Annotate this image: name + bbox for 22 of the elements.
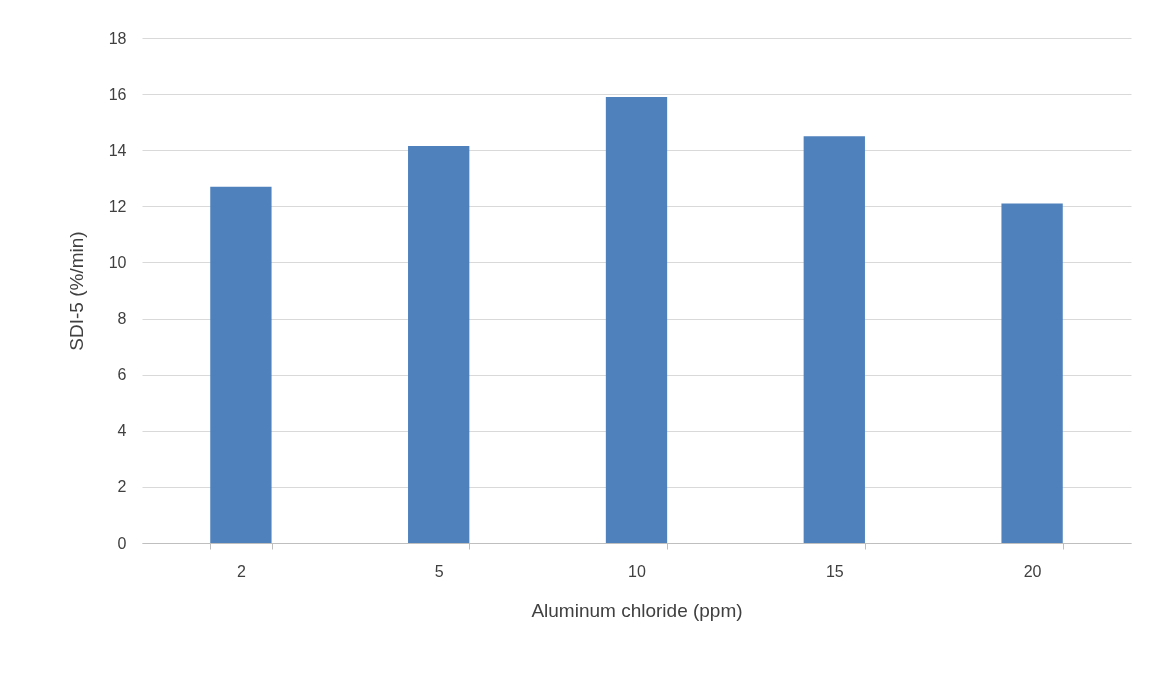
y-tick-label: 18 (108, 29, 127, 47)
y-tick-label: 8 (117, 310, 127, 328)
x-tick-label: 10 (628, 562, 646, 580)
x-tick-label: 2 (236, 562, 246, 580)
y-tick-label: 4 (117, 422, 127, 440)
y-tick-label: 2 (117, 478, 127, 496)
x-tick-label: 15 (825, 562, 844, 580)
bar (210, 186, 272, 543)
y-tick-label: 12 (108, 197, 127, 215)
x-axis-title: Aluminum chloride (ppm) (531, 599, 743, 621)
bar (408, 146, 470, 543)
y-tick-label: 14 (108, 141, 127, 159)
y-tick-label: 10 (108, 253, 127, 271)
bar (605, 96, 668, 543)
x-tick-label: 20 (1023, 562, 1042, 580)
bar (803, 136, 865, 543)
x-tick-label: 5 (434, 562, 444, 580)
y-axis-title: SDI-5 (%/min) (65, 231, 87, 351)
y-tick-label: 16 (108, 85, 127, 103)
bar (1001, 203, 1063, 543)
y-tick-label: 0 (117, 534, 127, 552)
y-tick-label: 6 (117, 366, 127, 384)
